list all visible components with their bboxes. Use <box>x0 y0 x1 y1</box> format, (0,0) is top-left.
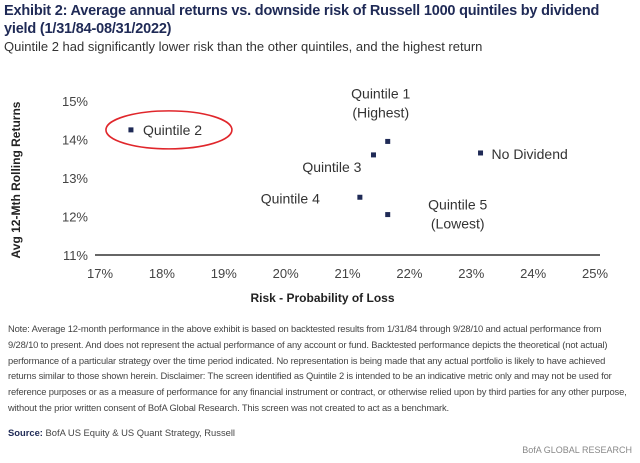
data-point <box>478 150 484 156</box>
x-tick-label: 18% <box>149 266 175 281</box>
note-text: Note: Average 12-month performance in th… <box>8 323 627 413</box>
point-label: Quintile 3 <box>302 159 361 175</box>
x-tick-label: 21% <box>334 266 360 281</box>
data-point <box>385 212 391 218</box>
point-label: Quintile 1 <box>351 85 410 101</box>
source-label: Source: <box>8 427 43 438</box>
exhibit-title: Exhibit 2: Average annual returns vs. do… <box>4 3 600 37</box>
y-tick-label: 15% <box>62 94 88 109</box>
x-tick-label: 25% <box>582 266 608 281</box>
x-axis-label: Risk - Probability of Loss <box>250 291 394 305</box>
x-tick-label: 20% <box>273 266 299 281</box>
point-label: (Lowest) <box>431 216 485 232</box>
point-label: Quintile 2 <box>143 122 202 138</box>
brand-footer: BofA GLOBAL RESEARCH <box>522 445 632 455</box>
point-label: Quintile 5 <box>428 197 487 213</box>
x-tick-label: 19% <box>211 266 237 281</box>
data-point <box>385 138 391 144</box>
source-text: BofA US Equity & US Quant Strategy, Russ… <box>45 427 236 438</box>
source-line: Source: BofA US Equity & US Quant Strate… <box>8 427 235 438</box>
x-tick-label: 22% <box>396 266 422 281</box>
scatter-chart: 17% 18% 19% 20% 21% 22% 23% 24% 25% 11% 12% 13% 14% 1… <box>9 85 608 305</box>
x-tick-label: 24% <box>520 266 546 281</box>
data-point <box>128 127 134 133</box>
data-point <box>357 194 363 200</box>
x-tick-label: 23% <box>458 266 484 281</box>
x-tick-label: 17% <box>87 266 113 281</box>
highlight-ellipse <box>105 110 233 150</box>
data-point <box>370 152 376 158</box>
exhibit-subtitle: Quintile 2 had significantly lower risk … <box>4 39 483 54</box>
y-tick-label: 14% <box>62 133 88 148</box>
point-label: No Dividend <box>492 146 568 162</box>
point-label: Quintile 4 <box>261 190 320 206</box>
point-label: (Highest) <box>352 104 409 120</box>
y-tick-label: 12% <box>62 210 88 225</box>
y-tick-label: 13% <box>62 171 88 186</box>
y-tick-label: 11% <box>63 248 88 263</box>
y-axis-label: Avg 12-Mth Rolling Returns <box>9 101 23 258</box>
